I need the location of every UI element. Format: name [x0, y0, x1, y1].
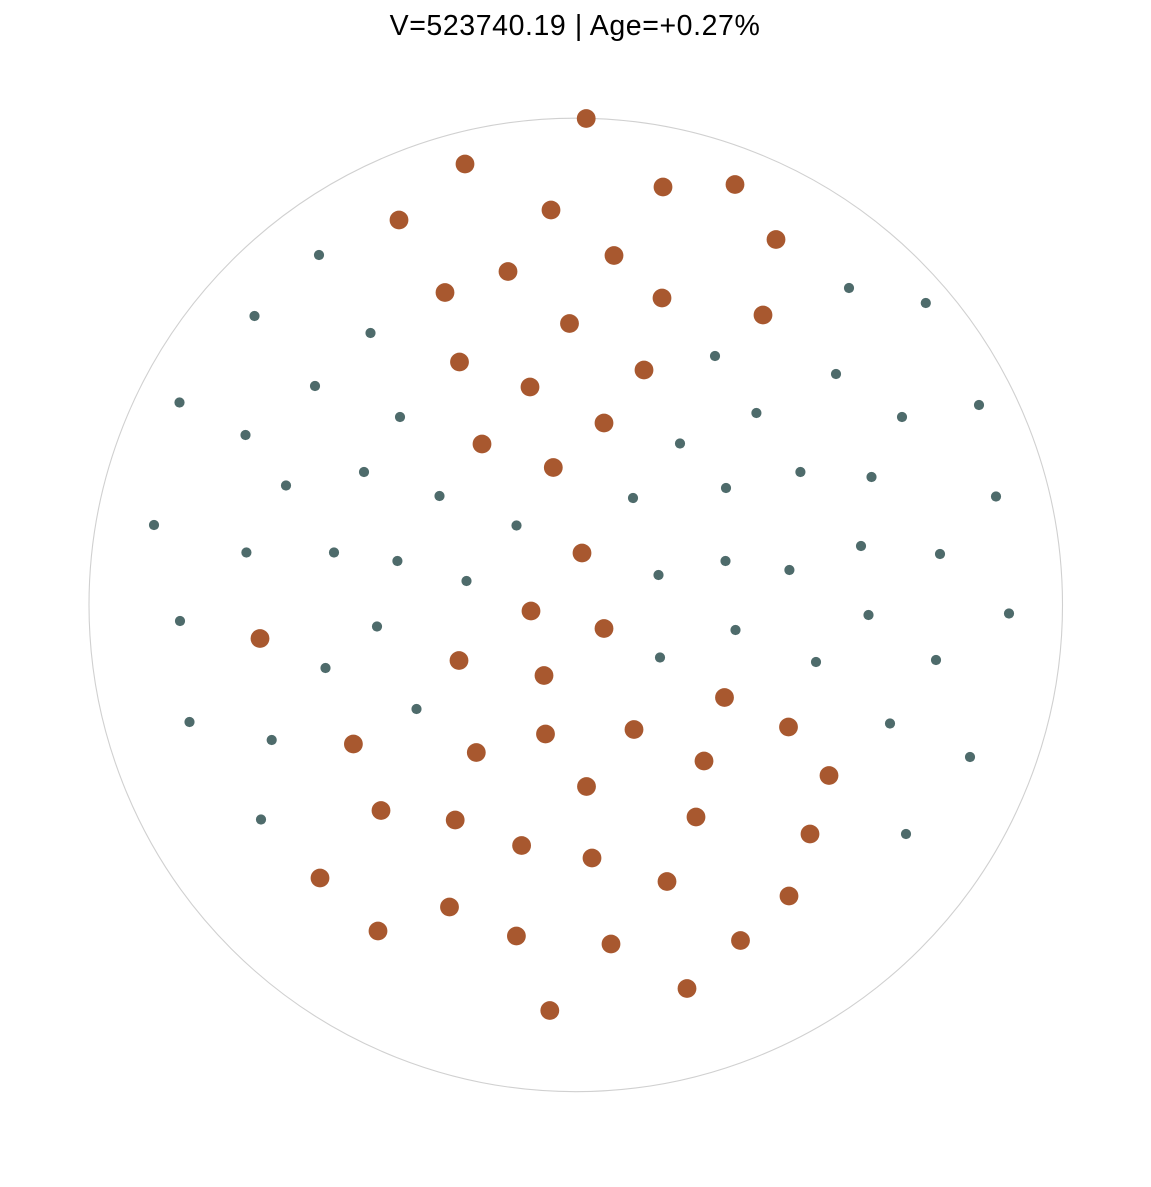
svg-text:V=523740.19 | Age=+0.27%: V=523740.19 | Age=+0.27% — [390, 10, 761, 42]
